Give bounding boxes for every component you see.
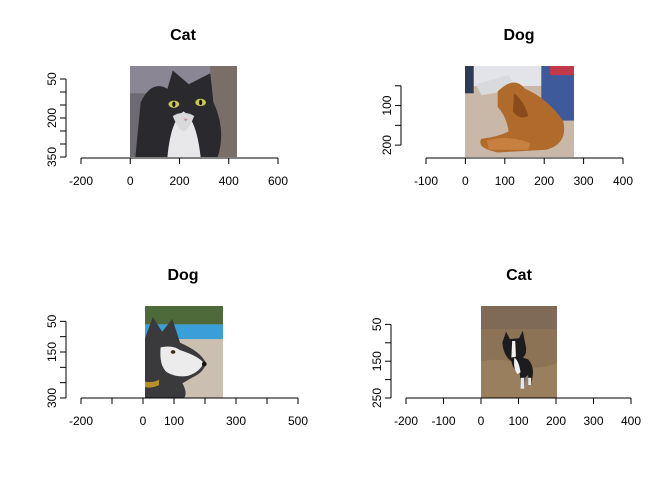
panel-4-x-tick-label: 300 xyxy=(583,414,603,428)
panel-2-x-tick-label: 200 xyxy=(534,174,554,188)
panel-4-y-tick-label: 150 xyxy=(370,351,384,371)
panel-1-x-tick-label: 600 xyxy=(268,174,288,188)
panel-1: Cat -200 0 200 400 600 50 200 350 xyxy=(45,27,288,188)
panel-4-y-tick-label: 250 xyxy=(370,388,384,408)
panel-2-x-tick-label: 400 xyxy=(613,174,633,188)
panel-4-x-tick-label: 0 xyxy=(478,414,485,428)
panel-2-x-tick-label: 100 xyxy=(495,174,515,188)
panel-3-x-tick-label: 100 xyxy=(164,414,184,428)
panel-1-x-tick-label: 400 xyxy=(219,174,239,188)
panel-4-x-tick-label: 100 xyxy=(508,414,528,428)
panel-4-title: Cat xyxy=(506,267,532,284)
panel-3-image xyxy=(145,306,223,398)
panel-1-y-tick-label: 50 xyxy=(45,72,59,86)
panel-4-x-tick-label: -200 xyxy=(394,414,418,428)
panel-4-x-tick-label: -100 xyxy=(431,414,455,428)
panel-2-image xyxy=(465,66,574,157)
panel-3-x-tick-label: 300 xyxy=(226,414,246,428)
panel-4-y-tick-label: 50 xyxy=(370,317,384,331)
panel-2-x-tick-label: 300 xyxy=(574,174,594,188)
panel-3-photo xyxy=(145,306,223,398)
panel-4-axes: -200 -100 0 100 200 300 400 50 150 250 xyxy=(370,317,641,428)
panel-3-x-tick-label: 0 xyxy=(140,414,147,428)
panel-2: Dog -100 0 100 200 300 400 100 200 xyxy=(380,27,633,188)
panel-2-axes: -100 0 100 200 300 400 100 200 xyxy=(380,85,633,188)
panel-2-x-tick-label: -100 xyxy=(414,174,438,188)
panel-2-y-tick-label: 200 xyxy=(380,135,394,155)
panel-3-y-tick-label: 300 xyxy=(45,388,59,408)
panel-4-x-tick-label: 400 xyxy=(621,414,641,428)
panel-2-photo xyxy=(465,66,574,157)
panel-2-title: Dog xyxy=(503,27,534,44)
panel-3: Dog -200 0 100 300 500 50 150 300 xyxy=(45,267,308,428)
panel-4: Cat -200 -100 0 100 200 300 400 50 150 250 xyxy=(370,267,641,428)
panel-1-y-tick-label: 200 xyxy=(45,108,59,128)
panel-3-y-tick-label: 50 xyxy=(45,314,59,328)
panel-3-x-tick-label: 500 xyxy=(288,414,308,428)
panel-1-title: Cat xyxy=(170,27,196,44)
panel-1-axes: -200 0 200 400 600 50 200 350 xyxy=(45,72,288,188)
panel-3-y-tick-label: 150 xyxy=(45,342,59,362)
panel-1-image xyxy=(130,66,237,157)
panel-4-photo xyxy=(481,306,557,398)
panel-1-x-tick-label: -200 xyxy=(69,174,93,188)
panel-3-axes: -200 0 100 300 500 50 150 300 xyxy=(45,314,308,428)
panel-3-x-tick-label: -200 xyxy=(69,414,93,428)
panel-1-photo xyxy=(130,66,237,157)
panel-2-y-tick-label: 100 xyxy=(380,95,394,115)
panel-2-x-tick-label: 0 xyxy=(462,174,469,188)
panel-1-x-tick-label: 200 xyxy=(169,174,189,188)
panel-4-image xyxy=(481,306,557,398)
panel-1-x-tick-label: 0 xyxy=(127,174,134,188)
panel-3-title: Dog xyxy=(167,267,198,284)
panel-4-x-tick-label: 200 xyxy=(546,414,566,428)
panel-1-y-tick-label: 350 xyxy=(45,147,59,167)
